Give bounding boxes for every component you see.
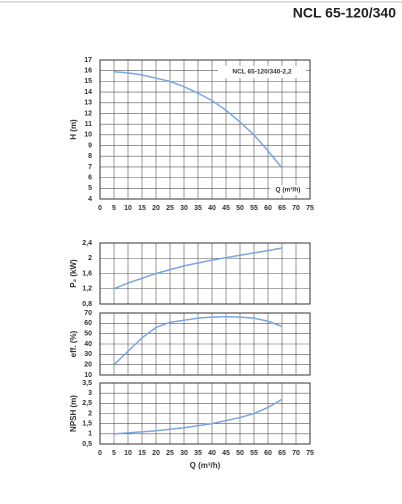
y-tick-label: 3 (88, 390, 92, 397)
y-tick-label: 60 (84, 320, 92, 327)
x-tick-label: 65 (278, 450, 286, 457)
y-tick-label: 20 (84, 362, 92, 369)
x-tick-label: 50 (236, 205, 244, 212)
y-tick-label: 10 (84, 372, 92, 379)
x-tick-label: 55 (250, 205, 258, 212)
y-tick-label: 2 (88, 255, 92, 262)
x-tick-label: 40 (208, 205, 216, 212)
y-tick-label: 50 (84, 331, 92, 338)
y-tick-label: 13 (84, 100, 92, 107)
header-title: NCL 65-120/340 (293, 5, 396, 21)
y-tick-label: 1,2 (82, 286, 92, 293)
x-tick-label: 70 (292, 450, 300, 457)
y-tick-label: 15 (84, 78, 92, 85)
annotation: NCL 65-120/340-2,2 (232, 69, 292, 76)
x-tick-label: 25 (166, 205, 174, 212)
x-tick-label: 75 (306, 450, 314, 457)
x-tick-label: 10 (124, 450, 132, 457)
y-tick-label: 7 (88, 164, 92, 171)
x-tick-label: 55 (250, 450, 258, 457)
x-tick-label: 15 (138, 450, 146, 457)
x-tick-label: 25 (166, 450, 174, 457)
y-tick-label: 40 (84, 341, 92, 348)
curve (113, 71, 283, 169)
curve (113, 398, 283, 435)
x-tick-label: 30 (180, 205, 188, 212)
x-tick-label: 30 (180, 450, 188, 457)
y-tick-label: 17 (84, 57, 92, 64)
y-axis-label: eff. (%) (69, 330, 78, 357)
x-tick-label: 70 (292, 205, 300, 212)
y-tick-label: 10 (84, 132, 92, 139)
x-tick-label: 65 (278, 205, 286, 212)
y-tick-label: 2 (88, 410, 92, 417)
y-tick-label: 4 (88, 196, 92, 203)
y-tick-label: 3,5 (82, 380, 92, 387)
x-tick-label: 40 (208, 450, 216, 457)
x-tick-label: 5 (112, 205, 116, 212)
x-tick-label: 60 (264, 205, 272, 212)
y-tick-label: 2,5 (82, 400, 92, 407)
x-tick-label: 60 (264, 450, 272, 457)
y-tick-label: 12 (84, 110, 92, 117)
x-axis-label: Q (m³/h) (190, 461, 221, 470)
y-tick-label: 14 (84, 89, 92, 96)
plot-frame (99, 242, 311, 305)
y-tick-label: 30 (84, 351, 92, 358)
y-tick-label: 16 (84, 68, 92, 75)
x-tick-label: 35 (194, 205, 202, 212)
x-tick-label: 35 (194, 450, 202, 457)
y-tick-label: 5 (88, 185, 92, 192)
y-axis-label: NPSH (m) (69, 395, 78, 432)
x-tick-label: 10 (124, 205, 132, 212)
y-tick-label: 8 (88, 153, 92, 160)
y-tick-label: 0,5 (82, 441, 92, 448)
curve (113, 247, 283, 290)
xlabel-box (270, 185, 306, 195)
x-tick-label: 20 (152, 205, 160, 212)
y-tick-label: 11 (85, 121, 93, 128)
x-tick-label: 50 (236, 450, 244, 457)
y-axis-label: P₂ (kW) (69, 259, 78, 288)
y-tick-label: 70 (84, 310, 92, 317)
x-tick-label: 75 (306, 205, 314, 212)
curve (113, 315, 283, 366)
y-tick-label: 2,4 (82, 240, 92, 247)
y-tick-label: 1 (88, 431, 92, 438)
x-axis-label: Q (m³/h) (276, 187, 301, 194)
x-tick-label: 0 (98, 205, 102, 212)
y-axis-label: H (m) (69, 119, 78, 140)
y-tick-label: 1,6 (82, 270, 92, 277)
x-tick-label: 45 (222, 205, 230, 212)
plot-frame (99, 382, 311, 445)
plot-frame (99, 312, 311, 376)
x-tick-label: 45 (222, 450, 230, 457)
annotation-box (218, 66, 306, 78)
y-tick-label: 1,5 (82, 421, 92, 428)
y-tick-label: 9 (88, 142, 92, 149)
y-tick-label: 6 (88, 174, 92, 181)
x-tick-label: 15 (138, 205, 146, 212)
x-tick-label: 0 (98, 450, 102, 457)
y-tick-label: 0,8 (82, 301, 92, 308)
x-tick-label: 5 (112, 450, 116, 457)
x-tick-label: 20 (152, 450, 160, 457)
plot-frame (99, 59, 311, 200)
